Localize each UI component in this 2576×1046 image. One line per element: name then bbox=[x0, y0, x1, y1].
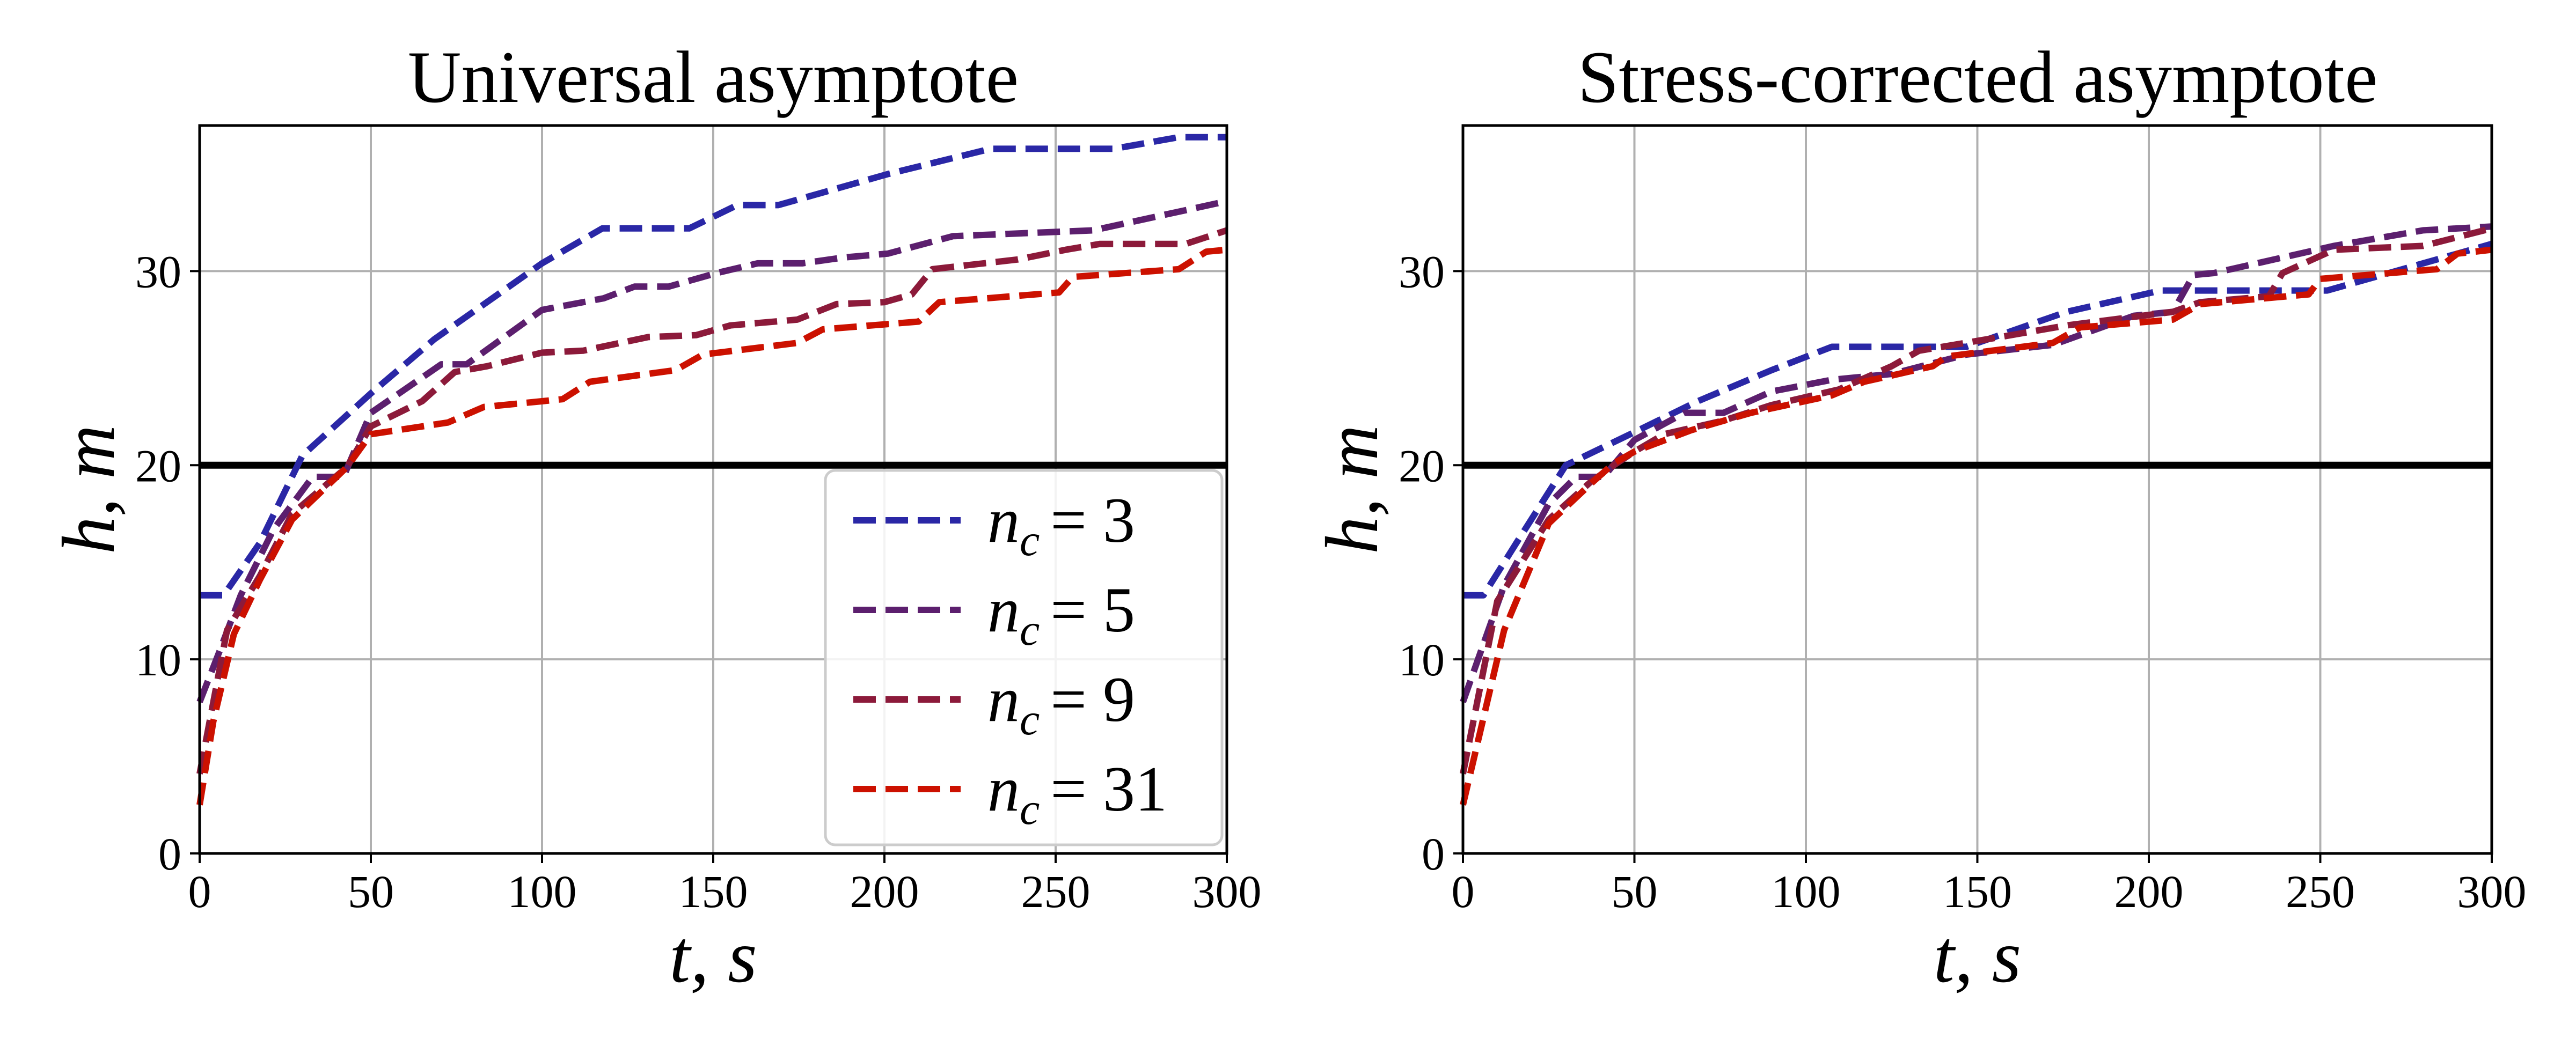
y-axis-label: h, m bbox=[1311, 425, 1394, 554]
panel-stress-corrected-asymptote: Stress-corrected asymptote 0 50 100 150 200 2… bbox=[1311, 36, 2527, 998]
legend-sub: c bbox=[1020, 695, 1040, 745]
series-line-1 bbox=[196, 198, 1228, 703]
x-tick-label: 0 bbox=[188, 866, 211, 917]
legend-sub: c bbox=[1020, 784, 1040, 834]
y-tick-label: 20 bbox=[135, 440, 181, 491]
x-tick-label: 150 bbox=[679, 866, 748, 917]
y-tick-label: 10 bbox=[1399, 634, 1445, 686]
y-tick-label: 10 bbox=[135, 634, 181, 686]
axes-frame bbox=[198, 124, 1228, 855]
x-tick-label: 0 bbox=[1452, 866, 1475, 917]
x-tick-label: 100 bbox=[508, 866, 577, 917]
legend-value: = 3 bbox=[1050, 484, 1135, 556]
legend-label: nc = 5 bbox=[987, 574, 1135, 655]
legend-var: n bbox=[987, 484, 1020, 556]
series-line-1 bbox=[1460, 223, 2492, 703]
series-line-0 bbox=[1463, 240, 2493, 599]
x-tick-label: 200 bbox=[2114, 866, 2184, 917]
x-tick-label: 300 bbox=[1192, 866, 1262, 917]
legend-var: n bbox=[987, 664, 1020, 735]
legend-label: nc = 31 bbox=[987, 753, 1167, 834]
x-tick-label: 250 bbox=[1021, 866, 1091, 917]
x-tick-label: 200 bbox=[850, 866, 919, 917]
series-line-3 bbox=[196, 246, 1227, 806]
x-axis-label: t, s bbox=[669, 915, 757, 998]
panel-universal-asymptote: Universal asymptote 0 50 100 150 200 250 300 0 1… bbox=[47, 36, 1262, 998]
legend-value: = 9 bbox=[1050, 664, 1135, 735]
series-line-0 bbox=[200, 134, 1227, 599]
x-tick-label: 150 bbox=[1943, 866, 2012, 917]
y-axis-label: h, m bbox=[47, 425, 130, 554]
legend-value: = 31 bbox=[1050, 753, 1167, 824]
y-tick-label: 20 bbox=[1399, 440, 1445, 491]
legend-label: nc = 9 bbox=[987, 664, 1135, 745]
legend: nc = 3nc = 5nc = 9nc = 31 bbox=[824, 469, 1224, 846]
series-line-3 bbox=[1460, 246, 2492, 806]
x-tick-label: 100 bbox=[1772, 866, 1841, 917]
legend-var: n bbox=[987, 753, 1020, 824]
y-tick-label: 0 bbox=[158, 828, 181, 880]
chart-title: Universal asymptote bbox=[408, 36, 1019, 118]
legend-value: = 5 bbox=[1050, 574, 1135, 645]
legend-sub: c bbox=[1020, 605, 1040, 655]
legend-sub: c bbox=[1020, 515, 1040, 565]
y-tick-label: 30 bbox=[135, 246, 181, 297]
x-tick-label: 300 bbox=[2457, 866, 2527, 917]
x-tick-label: 250 bbox=[2286, 866, 2355, 917]
chart-title: Stress-corrected asymptote bbox=[1578, 36, 2378, 118]
x-tick-label: 50 bbox=[348, 866, 394, 917]
x-axis-label: t, s bbox=[1934, 915, 2021, 998]
x-tick-label: 50 bbox=[1612, 866, 1658, 917]
y-tick-label: 30 bbox=[1399, 246, 1445, 297]
legend-var: n bbox=[987, 574, 1020, 645]
axes-frame bbox=[1461, 124, 2493, 855]
legend-label: nc = 3 bbox=[987, 484, 1135, 565]
legend-box bbox=[824, 469, 1224, 846]
y-tick-label: 0 bbox=[1422, 828, 1445, 880]
